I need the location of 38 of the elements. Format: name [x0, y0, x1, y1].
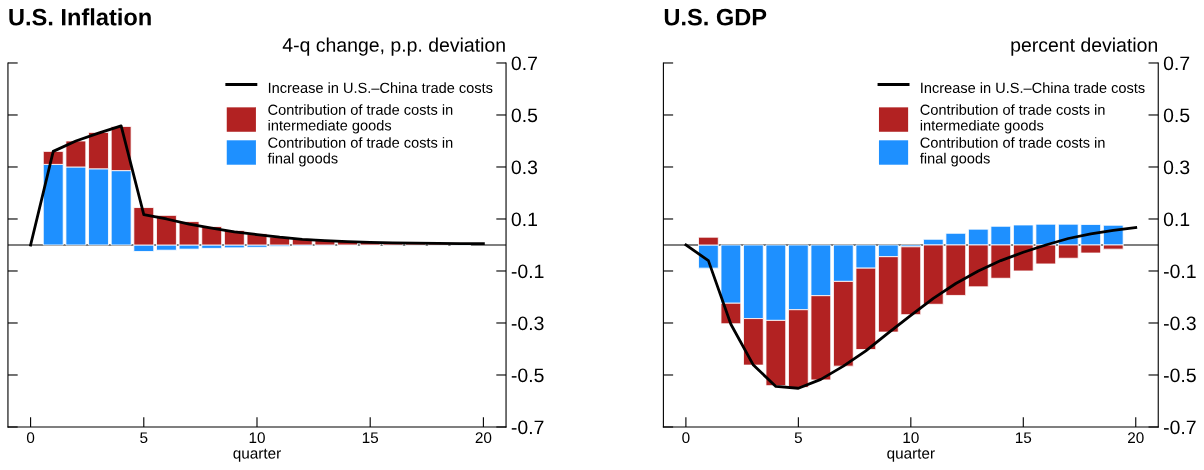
x-tick-label: 20 [475, 432, 492, 444]
x-tick-label: 5 [794, 432, 802, 444]
y-tick-label: -0.5 [511, 368, 544, 383]
x-axis-title: quarter [233, 448, 281, 462]
legend-label: Contribution of trade costs in final goods [920, 137, 1105, 167]
y-tick-label: -0.5 [1163, 368, 1196, 383]
y-axis-title: 4-q change, p.p. deviation [282, 37, 505, 56]
x-tick-label: 15 [362, 432, 379, 444]
legend-label: Contribution of trade costs in final goods [267, 137, 453, 167]
y-tick-label: -0.7 [1163, 420, 1196, 435]
y-tick-label: 0.1 [511, 212, 537, 227]
y-tick-label: -0.7 [511, 420, 544, 435]
y-tick-label: -0.1 [511, 264, 544, 279]
x-axis-title: quarter [887, 448, 935, 462]
y-tick-label: 0.7 [511, 56, 537, 71]
chart-title: U.S. GDP [664, 8, 767, 26]
legend-label: Contribution of trade costs in intermediate goods [268, 104, 453, 134]
y-tick-label: 0.1 [1163, 212, 1190, 227]
legend-label: Increase in U.S.–China trade costs [921, 82, 1145, 94]
y-tick-label: 0.5 [1163, 108, 1190, 123]
y-tick-label: 0.5 [511, 108, 538, 123]
x-tick-label: 10 [249, 432, 265, 444]
x-tick-label: 0 [26, 432, 35, 444]
x-tick-label: 5 [140, 432, 148, 444]
y-tick-label: 0.3 [511, 160, 538, 175]
x-tick-label: 0 [682, 432, 690, 444]
x-tick-label: 10 [903, 432, 919, 444]
y-tick-label: -0.3 [1163, 316, 1196, 331]
y-tick-label: -0.1 [1163, 264, 1196, 279]
chart-title: U.S. Inflation [9, 8, 151, 26]
y-tick-label: -0.3 [511, 316, 544, 331]
x-tick-label: 15 [1015, 432, 1032, 444]
y-tick-label: 0.3 [1163, 160, 1190, 175]
legend-label: Contribution of trade costs in intermediate goods [920, 104, 1105, 134]
legend-label: Increase in U.S.–China trade costs [268, 82, 493, 94]
y-tick-label: 0.7 [1163, 56, 1190, 71]
y-axis-title: percent deviation [1011, 37, 1157, 56]
x-tick-label: 20 [1128, 432, 1144, 444]
